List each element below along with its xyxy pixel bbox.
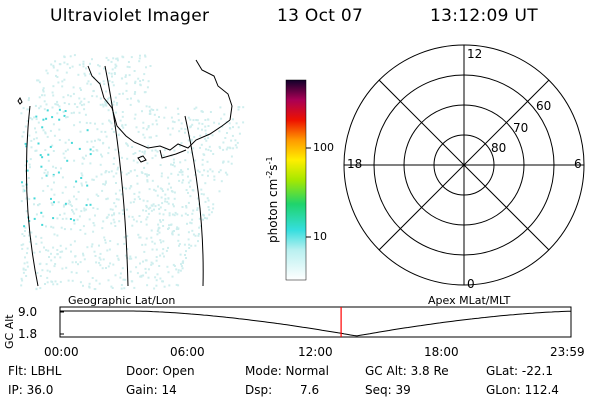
mlt-label-18: 18 — [347, 157, 362, 171]
ip-status: IP: 36.0 — [8, 383, 54, 397]
time-label: 13:12:09 UT — [430, 6, 538, 26]
glon-status: GLon: 112.4 — [486, 383, 559, 397]
lat-label-60: 60 — [536, 99, 551, 113]
y-tick-label-1.8: 1.8 — [18, 327, 37, 341]
timeline-frame — [59, 306, 572, 338]
colorbar-tick-label-100: 100 — [313, 141, 334, 154]
y-tick-label-9: 9.0 — [18, 305, 37, 319]
lat-label-80: 80 — [491, 141, 506, 155]
x-tick-label-0600: 06:00 — [170, 345, 205, 359]
geographic-latlon-label: Geographic Lat/Lon — [68, 294, 176, 307]
mlt-label-0: 0 — [467, 277, 475, 291]
meridian-line — [184, 115, 204, 287]
gc-alt-status: GC Alt: 3.8 Re — [365, 364, 449, 378]
geographic-map — [17, 54, 245, 291]
gc-alt-axis-title: GC Alt — [3, 314, 16, 349]
coastline-outline — [87, 65, 231, 151]
latitude-ring-70 — [373, 74, 555, 256]
dsp-label: Dsp: — [245, 383, 273, 397]
island-outline — [137, 155, 147, 163]
mlt-label-6: 6 — [574, 157, 582, 171]
mlt-label-12: 12 — [467, 47, 482, 61]
lat-label-70: 70 — [513, 121, 528, 135]
mode-status: Mode: Normal — [245, 364, 329, 378]
mlt-diagonal — [378, 79, 550, 251]
island-outline — [17, 97, 23, 105]
date-label: 13 Oct 07 — [277, 6, 364, 26]
x-tick-label-1200: 12:00 — [298, 345, 333, 359]
altitude-curve — [60, 310, 572, 337]
meridian-line — [104, 65, 129, 287]
gain-status: Gain: 14 — [126, 383, 177, 397]
latitude-ring-60 — [343, 44, 585, 286]
colorbar-unit-label: photon cm-2s-1 — [265, 156, 280, 243]
colorbar-gradient — [285, 79, 307, 281]
latitude-ring-inner — [433, 134, 495, 196]
filter-status: Flt: LBHL — [8, 364, 62, 378]
x-tick-label-1800: 18:00 — [424, 345, 459, 359]
aurora-emission-speckle — [20, 54, 245, 291]
meridian-line — [25, 105, 39, 287]
coastline-outline — [195, 59, 233, 121]
dsp-value: 7.6 — [300, 383, 320, 397]
x-tick-label-0000: 00:00 — [44, 345, 79, 359]
colorbar-tick-label-10: 10 — [313, 230, 327, 243]
glat-status: GLat: -22.1 — [486, 364, 553, 378]
coastline-outline — [159, 149, 187, 159]
latitude-ring-80 — [403, 104, 525, 226]
apex-mlat-mlt-label: Apex MLat/MLT — [428, 294, 511, 307]
seq-status: Seq: 39 — [365, 383, 411, 397]
door-status: Door: Open — [126, 364, 195, 378]
mlt-diagonal — [378, 79, 550, 251]
x-tick-label-2359: 23:59 — [550, 345, 585, 359]
instrument-title: Ultraviolet Imager — [50, 6, 210, 26]
